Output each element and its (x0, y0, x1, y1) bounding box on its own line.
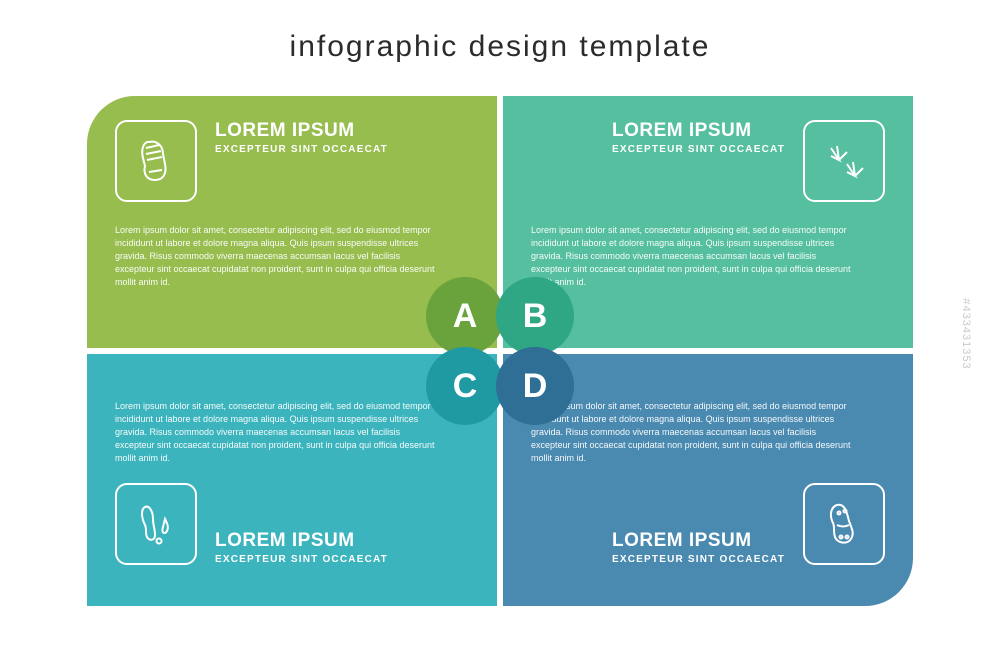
boot-sole-icon (115, 120, 197, 202)
panel-a-subheading: EXCEPTEUR SINT OCCAECAT (215, 144, 388, 155)
infographic-canvas: infographic design template LOREM IPSUM … (0, 0, 1000, 667)
shoe-sole-icon (803, 483, 885, 565)
panel-grid: LOREM IPSUM EXCEPTEUR SINT OCCAECAT Lore… (87, 96, 913, 606)
panel-d-subheading: EXCEPTEUR SINT OCCAECAT (612, 554, 785, 565)
human-footprint-drop-icon (115, 483, 197, 565)
panel-c-subheading: EXCEPTEUR SINT OCCAECAT (215, 554, 388, 565)
panel-b-body: Lorem ipsum dolor sit amet, consectetur … (531, 224, 857, 289)
panel-a-heading: LOREM IPSUM (215, 120, 388, 142)
badge-c: C (426, 347, 504, 425)
panel-b-heading: LOREM IPSUM (612, 120, 752, 142)
panel-b-subheading: EXCEPTEUR SINT OCCAECAT (612, 144, 785, 155)
panel-d-body: Lorem ipsum dolor sit amet, consectetur … (531, 400, 857, 465)
badge-a: A (426, 277, 504, 355)
panel-c-heading: LOREM IPSUM (215, 530, 388, 552)
badge-b: B (496, 277, 574, 355)
badge-d: D (496, 347, 574, 425)
panel-a-body: Lorem ipsum dolor sit amet, consectetur … (115, 224, 441, 289)
panel-d-heading: LOREM IPSUM (612, 530, 785, 552)
panel-c-body: Lorem ipsum dolor sit amet, consectetur … (115, 400, 441, 465)
goose-tracks-icon (803, 120, 885, 202)
watermark-text: #433431353 (960, 298, 972, 369)
page-title: infographic design template (0, 30, 1000, 64)
